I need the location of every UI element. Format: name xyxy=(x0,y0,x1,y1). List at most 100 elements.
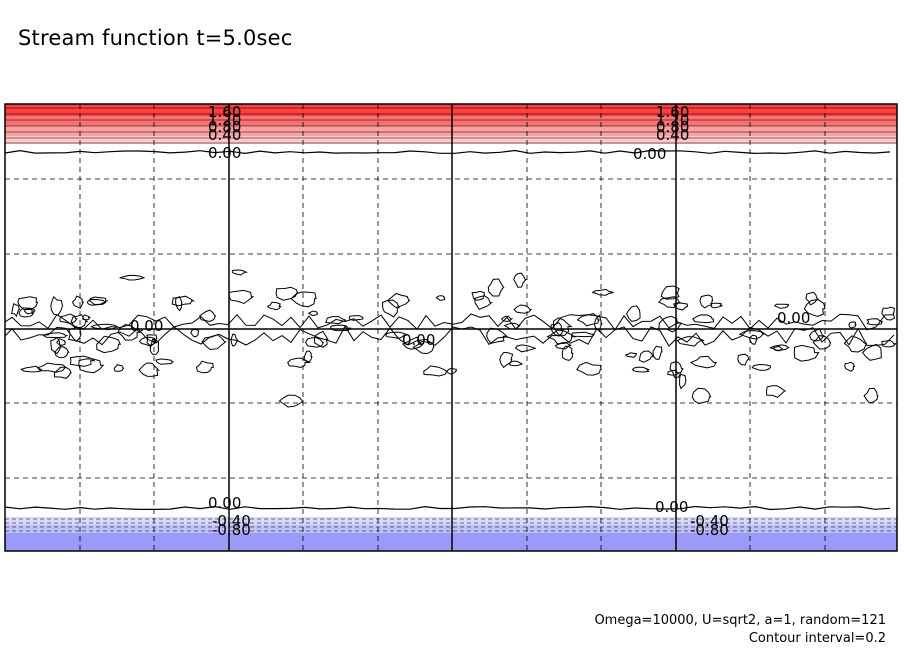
contour-eddy xyxy=(113,363,125,372)
contour-eddy xyxy=(42,332,68,338)
contour-eddy xyxy=(843,335,868,353)
contour-eddy xyxy=(290,291,317,308)
contour-eddy xyxy=(146,334,158,346)
contour-eddy xyxy=(10,302,20,318)
contour-eddy xyxy=(546,329,577,345)
parameter-note: Omega=10000, U=sqrt2, a=1, random=121 xyxy=(594,613,886,628)
contour-lines xyxy=(4,107,897,532)
contour-eddy xyxy=(71,295,85,309)
positive-band-strong xyxy=(5,104,897,116)
contour-eddy xyxy=(631,366,650,373)
contour-eddy xyxy=(275,286,299,301)
contour-eddy xyxy=(435,295,446,301)
contour-eddy xyxy=(667,369,681,376)
contour-label-center: 0.00 xyxy=(777,309,810,327)
contour-label-top: 1.60 xyxy=(208,103,241,121)
contour-eddy xyxy=(576,361,602,376)
contour-eddy xyxy=(552,317,573,336)
contour-eddy xyxy=(446,367,457,375)
contour-eddy xyxy=(18,307,35,318)
contour-label-top: 1.20 xyxy=(208,111,241,129)
contour-eddy xyxy=(89,296,109,306)
contour-eddy xyxy=(658,296,681,309)
contour-eddy xyxy=(90,323,119,331)
positive-band-mid xyxy=(5,116,897,126)
contour-eddy xyxy=(748,334,758,345)
contour-eddy xyxy=(576,313,601,327)
contour-eddy xyxy=(412,340,435,355)
contour-eddy xyxy=(325,316,347,325)
contour-label-top: 0.80 xyxy=(208,118,241,136)
contour-eddy xyxy=(863,387,879,404)
contour-eddy xyxy=(17,296,39,311)
contour-eddy xyxy=(500,315,514,322)
contour-eddy xyxy=(278,394,305,408)
contour-eddy xyxy=(848,321,857,329)
contour-eddy xyxy=(305,337,324,348)
contour-eddy xyxy=(190,328,199,338)
contour-eddy xyxy=(54,346,70,359)
contour-eddy xyxy=(809,328,825,342)
contour-line-zero-bottom xyxy=(4,505,891,511)
contour-eddy xyxy=(56,338,66,346)
contour-eddy xyxy=(803,299,826,317)
contour-eddy xyxy=(638,350,654,363)
chart-title: Stream function t=5.0sec xyxy=(18,26,293,50)
contour-labels: 1.601.200.800.400.001.601.200.800.400.00… xyxy=(130,103,810,539)
contour-eddy xyxy=(844,361,856,372)
contour-eddy xyxy=(329,324,352,332)
contour-eddy xyxy=(199,309,217,323)
contour-eddy xyxy=(171,295,196,307)
contour-eddy xyxy=(195,360,215,374)
contour-eddy xyxy=(550,321,565,337)
contour-label-top: 0.00 xyxy=(208,144,241,162)
contour-eddy xyxy=(514,344,536,353)
contour-eddy xyxy=(669,361,684,378)
contour-label-bottom: -0.40 xyxy=(212,512,251,530)
contour-eddy xyxy=(119,274,145,281)
negative-band-light xyxy=(5,525,897,533)
contour-label-top-right: 0.40 xyxy=(656,126,689,144)
contour-eddy xyxy=(866,318,883,326)
contour-eddy xyxy=(513,272,527,288)
contour-label-center: 0.00 xyxy=(130,317,163,335)
contour-eddy xyxy=(20,365,43,373)
contour-eddy xyxy=(737,353,750,366)
contour-eddy xyxy=(805,291,819,306)
contour-eddy xyxy=(593,314,603,333)
contour-eddy xyxy=(230,333,239,347)
contour-eddy xyxy=(881,339,897,348)
contour-eddy xyxy=(554,341,572,350)
contour-eddy xyxy=(423,365,448,377)
contour-label-top-right: 1.60 xyxy=(656,103,689,121)
negative-band-faint xyxy=(5,517,897,525)
contour-interval-note: Contour interval=0.2 xyxy=(748,631,886,646)
contour-eddy xyxy=(738,330,765,340)
contour-label-top-right: 1.20 xyxy=(656,111,689,129)
contour-label-bottom: 0.00 xyxy=(208,494,241,512)
contour-label-top-right: 0.80 xyxy=(656,118,689,136)
positive-band-faint xyxy=(5,136,897,144)
contour-eddy xyxy=(699,294,714,309)
negative-band-strong xyxy=(5,533,897,551)
contour-eddy xyxy=(228,289,255,305)
contour-line-zero-top xyxy=(4,149,891,155)
contour-eddy xyxy=(676,336,705,347)
contour-line-zero-center xyxy=(4,313,895,331)
contour-eddy xyxy=(50,336,62,355)
contour-eddy xyxy=(175,295,183,312)
contour-eddy xyxy=(138,362,160,377)
contour-eddy xyxy=(508,360,523,367)
contour-eddy xyxy=(50,296,64,316)
contour-eddy xyxy=(138,336,158,347)
contour-eddy xyxy=(387,292,411,309)
contour-eddy xyxy=(486,327,508,344)
contour-label-bottom-right: -0.80 xyxy=(690,521,729,539)
contour-eddy xyxy=(287,357,312,369)
contour-eddy xyxy=(881,306,896,321)
contour-eddy xyxy=(672,302,689,311)
contour-eddy xyxy=(692,314,715,324)
contour-eddy xyxy=(660,285,680,300)
contour-eddy xyxy=(626,305,641,322)
